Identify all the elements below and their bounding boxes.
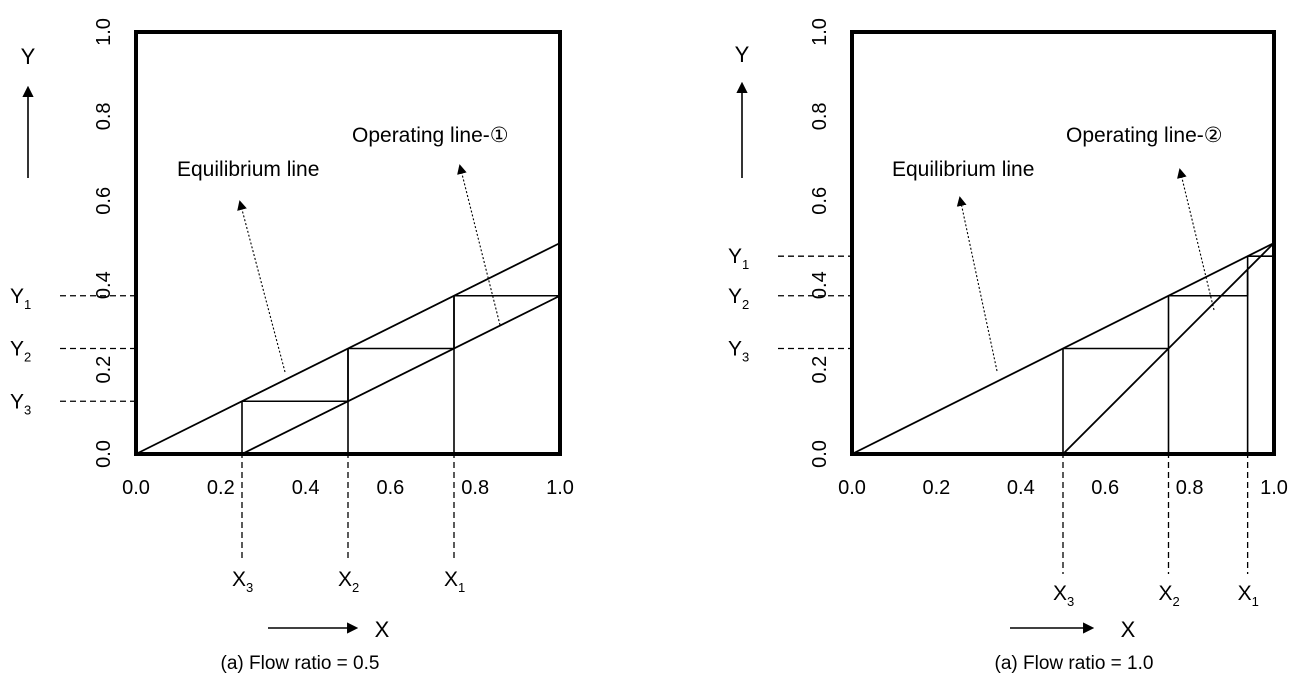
x-marker-letter: X (1238, 582, 1252, 605)
x-marker-label: X2 (1159, 582, 1180, 609)
operating-pointer-arrow (457, 164, 501, 326)
y-tick-label: 0.2 (809, 356, 831, 384)
operating-line-label: Operating line-② (1066, 124, 1223, 147)
y-marker-letter: Y (728, 285, 742, 308)
equilibrium-line (851, 242, 1275, 455)
y-tick-label: 0.8 (93, 102, 115, 130)
x-marker-letter: X (338, 568, 352, 591)
x-marker-label: X2 (338, 568, 359, 595)
x-marker-label: X3 (232, 568, 253, 595)
x-axis-label: X (375, 617, 390, 642)
equilibrium-line (135, 242, 561, 455)
y-tick-label: 0.0 (809, 440, 831, 468)
y-marker-letter: Y (10, 338, 24, 361)
figure-caption: (a) Flow ratio = 0.5 (221, 653, 380, 674)
x-tick-label: 0.2 (922, 477, 950, 499)
x-marker-subscript: 1 (458, 580, 465, 595)
x-marker-letter: X (1053, 582, 1067, 605)
y-tick-label: 0.6 (809, 187, 831, 215)
y-tick-label: 0.2 (93, 356, 115, 384)
y-marker-subscript: 1 (742, 257, 749, 272)
x-marker-letter: X (232, 568, 246, 591)
x-tick-label: 0.8 (1176, 477, 1204, 499)
y-axis-label: Y (735, 42, 750, 67)
x-tick-label: 0.6 (376, 477, 404, 499)
y-marker-letter: Y (10, 285, 24, 308)
y-axis-label: Y (21, 44, 36, 69)
x-tick-label: 1.0 (1260, 477, 1288, 499)
equilibrium-pointer-arrow (956, 196, 998, 372)
x-marker-subscript: 3 (246, 580, 253, 595)
y-tick-label: 0.8 (809, 102, 831, 130)
x-tick-label: 0.0 (838, 477, 866, 499)
y-marker-subscript: 3 (742, 350, 749, 365)
x-marker-subscript: 2 (1173, 594, 1180, 609)
y-marker-label: Y3 (10, 390, 31, 417)
y-marker-label: Y2 (10, 338, 31, 365)
y-tick-label: 0.4 (93, 271, 115, 299)
y-marker-letter: Y (728, 338, 742, 361)
x-tick-label: 0.4 (1007, 477, 1035, 499)
y-marker-subscript: 1 (24, 297, 31, 312)
x-axis-label: X (1121, 617, 1136, 642)
plot-frame (134, 30, 562, 456)
y-tick-label: 0.6 (93, 187, 115, 215)
x-tick-label: 1.0 (546, 477, 574, 499)
y-marker-label: Y1 (728, 245, 749, 272)
equilibrium-line-label: Equilibrium line (177, 158, 319, 181)
x-marker-letter: X (1159, 582, 1173, 605)
operating-line (241, 294, 561, 455)
y-marker-label: Y2 (728, 285, 749, 312)
equilibrium-pointer-arrow (237, 200, 286, 373)
y-marker-label: Y1 (10, 285, 31, 312)
y-tick-label: 1.0 (809, 18, 831, 46)
x-tick-label: 0.0 (122, 477, 150, 499)
operating-line (1062, 242, 1275, 455)
x-marker-label: X3 (1053, 582, 1074, 609)
y-marker-subscript: 3 (24, 402, 31, 417)
x-marker-subscript: 2 (352, 580, 359, 595)
operating-line-label: Operating line-① (352, 124, 509, 147)
y-tick-label: 0.0 (93, 440, 115, 468)
x-marker-label: X1 (444, 568, 465, 595)
x-tick-label: 0.4 (292, 477, 320, 499)
plot-frame (850, 30, 1276, 456)
y-marker-label: Y3 (728, 338, 749, 365)
x-marker-subscript: 1 (1252, 594, 1259, 609)
y-tick-label: 1.0 (93, 18, 115, 46)
x-tick-label: 0.2 (207, 477, 235, 499)
y-marker-subscript: 2 (24, 350, 31, 365)
y-marker-letter: Y (728, 245, 742, 268)
operating-pointer-arrow (1177, 168, 1215, 311)
equilibrium-line-label: Equilibrium line (892, 158, 1034, 181)
x-marker-letter: X (444, 568, 458, 591)
x-tick-label: 0.8 (461, 477, 489, 499)
x-tick-label: 0.6 (1091, 477, 1119, 499)
x-marker-label: X1 (1238, 582, 1259, 609)
y-marker-subscript: 2 (742, 297, 749, 312)
y-marker-letter: Y (10, 390, 24, 413)
figure-caption: (a) Flow ratio = 1.0 (995, 653, 1154, 674)
x-marker-subscript: 3 (1067, 594, 1074, 609)
y-tick-label: 0.4 (809, 271, 831, 299)
